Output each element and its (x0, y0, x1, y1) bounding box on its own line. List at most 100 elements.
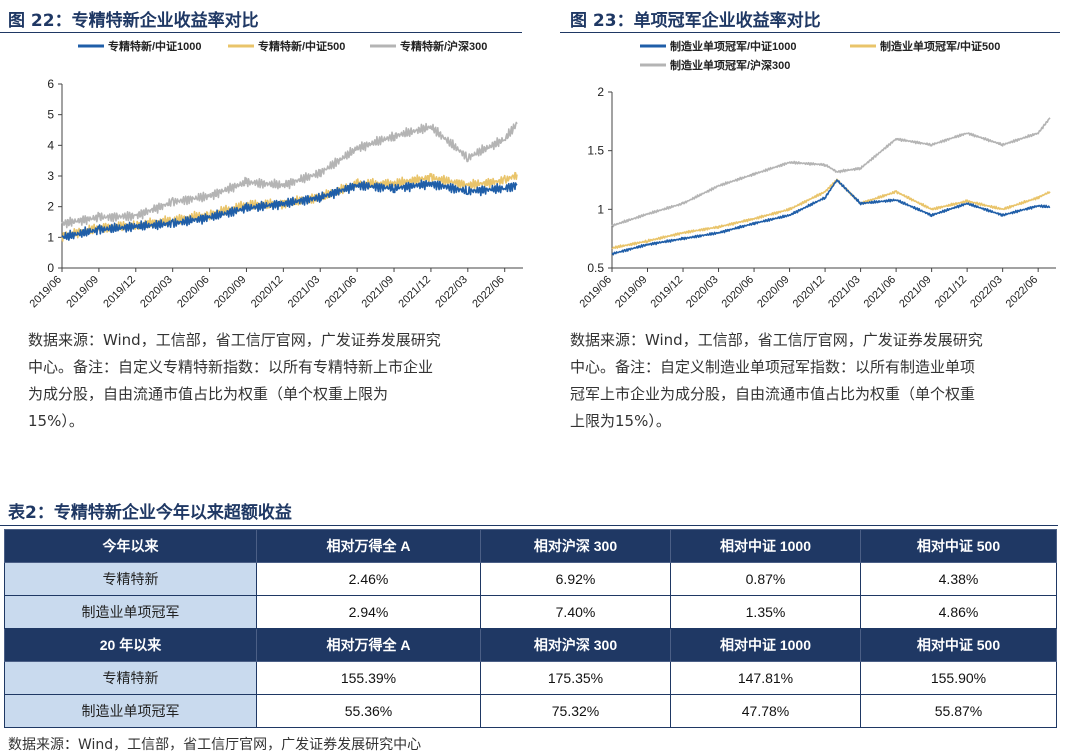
column-header: 相对沪深 300 (480, 628, 671, 662)
x-tick-label: 2021/03 (826, 274, 863, 311)
table-rule (0, 525, 1058, 526)
series-line (61, 179, 518, 241)
x-tick-label: 2021/06 (323, 274, 360, 311)
x-tick-label: 2021/03 (286, 274, 323, 311)
section-header: 20 年以来 (4, 628, 257, 662)
figure-23-title: 图 23：单项冠军企业收益率对比 (570, 11, 821, 31)
column-header: 相对中证 1000 (670, 529, 861, 563)
column-header: 相对沪深 300 (480, 529, 671, 563)
legend-label: 专精特新/中证1000 (108, 39, 202, 53)
row-label: 专精特新 (4, 661, 257, 695)
x-tick-label: 2019/06 (28, 274, 65, 311)
row-label: 制造业单项冠军 (4, 694, 257, 728)
table-source: 数据来源：Wind，工信部，省工信厅官网，广发证券发展研究中心 (8, 737, 422, 753)
y-tick-label: 0 (47, 261, 54, 275)
figure-22-title: 图 22：专精特新企业收益率对比 (8, 11, 259, 31)
figure-22-note-line: 15%）。 (28, 412, 84, 430)
legend-label: 制造业单项冠军/沪深300 (670, 58, 790, 72)
row-label: 专精特新 (4, 562, 257, 596)
table-cell: 155.90% (860, 661, 1057, 695)
figure-23-note: 数据来源：Wind，工信部，省工信厅官网，广发证券发展研究 中心。备注：自定义制… (570, 327, 1070, 435)
table-cell: 0.87% (670, 562, 861, 596)
table-cell: 47.78% (670, 694, 861, 728)
figure-22-note-line: 中心。备注：自定义专精特新指数：以所有专精特新上市企业 (28, 358, 434, 376)
table-row: 制造业单项冠军 55.36% 75.32% 47.78% 55.87% (4, 694, 1057, 728)
series-line (611, 117, 1051, 228)
column-header: 相对中证 500 (860, 628, 1057, 662)
table-cell: 7.40% (480, 595, 671, 629)
x-tick-label: 2020/12 (249, 274, 286, 311)
table-cell: 147.81% (670, 661, 861, 695)
x-tick-label: 2020/03 (684, 274, 721, 311)
y-tick-label: 1 (597, 202, 604, 216)
table-cell: 55.87% (860, 694, 1057, 728)
table-row: 制造业单项冠军 2.94% 7.40% 1.35% 4.86% (4, 595, 1057, 629)
x-tick-label: 2022/03 (433, 274, 470, 311)
x-tick-label: 2020/03 (138, 274, 175, 311)
x-tick-label: 2019/09 (613, 274, 650, 311)
x-tick-label: 2020/06 (175, 274, 212, 311)
figure-23-note-line: 冠军上市企业为成分股，自由流通市值占比为权重（单个权重 (570, 385, 976, 403)
table-cell: 4.38% (860, 562, 1057, 596)
table-cell: 75.32% (480, 694, 671, 728)
x-tick-label: 2020/09 (212, 274, 249, 311)
y-tick-label: 4 (47, 138, 54, 152)
figure-22-note-line: 数据来源：Wind，工信部，省工信厅官网，广发证券发展研究 (28, 331, 441, 349)
x-tick-label: 2021/09 (897, 274, 934, 311)
section-header: 今年以来 (4, 529, 257, 563)
legend-label: 制造业单项冠军/中证500 (880, 39, 1000, 53)
table-header-row: 20 年以来 相对万得全 A 相对沪深 300 相对中证 1000 相对中证 5… (4, 628, 1057, 662)
y-tick-label: 0.5 (587, 261, 604, 275)
x-tick-label: 2020/12 (791, 274, 828, 311)
x-tick-label: 2021/06 (862, 274, 899, 311)
figure-23-note-line: 上限为15%）。 (570, 412, 671, 430)
table-cell: 6.92% (480, 562, 671, 596)
series-line (611, 178, 1051, 250)
figure-23-note-line: 数据来源：Wind，工信部，省工信厅官网，广发证券发展研究 (570, 331, 983, 349)
y-tick-label: 2 (47, 200, 54, 214)
table-cell: 55.36% (256, 694, 481, 728)
table-cell: 175.35% (480, 661, 671, 695)
legend-label: 制造业单项冠军/中证1000 (670, 39, 797, 53)
x-tick-label: 2021/12 (933, 274, 970, 311)
x-tick-label: 2021/09 (360, 274, 397, 311)
figure-22-rule (0, 32, 522, 33)
table-cell: 4.86% (860, 595, 1057, 629)
x-tick-label: 2022/03 (968, 274, 1005, 311)
legend-label: 专精特新/沪深300 (400, 39, 487, 53)
figure-23-rule (560, 32, 1060, 33)
series-line (61, 121, 518, 229)
column-header: 相对中证 1000 (670, 628, 861, 662)
figure-22-note-line: 为成分股，自由流通市值占比为权重（单个权重上限为 (28, 385, 389, 403)
figure-23-note-line: 中心。备注：自定义制造业单项冠军指数：以所有制造业单项 (570, 358, 976, 376)
x-tick-label: 2022/06 (1004, 274, 1041, 311)
figure-22-note: 数据来源：Wind，工信部，省工信厅官网，广发证券发展研究 中心。备注：自定义专… (28, 327, 528, 435)
y-tick-label: 3 (47, 169, 54, 183)
table-row: 专精特新 155.39% 175.35% 147.81% 155.90% (4, 661, 1057, 695)
table-row: 专精特新 2.46% 6.92% 0.87% 4.38% (4, 562, 1057, 596)
table-cell: 155.39% (256, 661, 481, 695)
table-cell: 2.94% (256, 595, 481, 629)
y-tick-label: 1 (47, 230, 54, 244)
x-tick-label: 2021/12 (396, 274, 433, 311)
x-tick-label: 2020/09 (755, 274, 792, 311)
y-tick-label: 5 (47, 108, 54, 122)
x-tick-label: 2020/06 (720, 274, 757, 311)
x-tick-label: 2022/06 (470, 274, 507, 311)
table-header-row: 今年以来 相对万得全 A 相对沪深 300 相对中证 1000 相对中证 500 (4, 529, 1057, 563)
table-title: 表2：专精特新企业今年以来超额收益 (8, 503, 292, 523)
table-cell: 1.35% (670, 595, 861, 629)
chart-23: 0.511.522019/062019/092019/122020/032020… (578, 39, 1056, 311)
legend-label: 专精特新/中证500 (258, 39, 345, 53)
x-tick-label: 2019/12 (649, 274, 686, 311)
x-tick-label: 2019/09 (64, 274, 101, 311)
y-tick-label: 6 (47, 77, 54, 91)
x-tick-label: 2019/12 (101, 274, 138, 311)
column-header: 相对万得全 A (256, 628, 481, 662)
x-tick-label: 2019/06 (578, 274, 615, 311)
series-line (611, 179, 1051, 256)
excess-return-table: 今年以来 相对万得全 A 相对沪深 300 相对中证 1000 相对中证 500… (4, 529, 1057, 728)
row-label: 制造业单项冠军 (4, 595, 257, 629)
y-tick-label: 2 (597, 85, 604, 99)
